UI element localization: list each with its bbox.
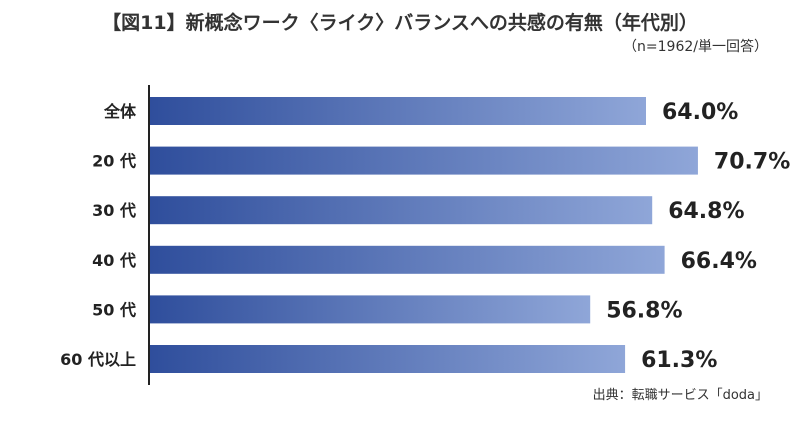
chart-title: 【図11】新概念ワーク〈ライク〉バランスへの共感の有無（年代別） <box>102 12 698 34</box>
category-label: 全体 <box>103 102 137 121</box>
bar <box>150 196 653 225</box>
bar <box>150 345 626 373</box>
value-label: 70.7% <box>714 150 790 175</box>
category-label: 60 代以上 <box>60 350 136 369</box>
bar <box>150 97 646 125</box>
source-note: 出典：転職サービス「doda」 <box>592 388 768 403</box>
value-label: 64.8% <box>668 199 744 224</box>
bar <box>150 245 665 274</box>
bar <box>150 295 591 324</box>
value-label: 61.3% <box>641 348 717 373</box>
category-label: 30 代 <box>92 201 136 220</box>
chart-subtitle: （n=1962/単一回答） <box>623 39 768 55</box>
category-label: 20 代 <box>92 152 136 171</box>
bar <box>150 146 698 175</box>
bars-layer: 全体 64.0% 20 代 70.7% 30 代 64.8% 40 代 66.4% 50 代 56… <box>60 97 790 373</box>
value-label: 64.0% <box>662 100 738 125</box>
value-label: 66.4% <box>681 249 757 274</box>
value-label: 56.8% <box>606 298 682 323</box>
category-label: 40 代 <box>92 251 136 270</box>
category-label: 50 代 <box>92 300 136 319</box>
